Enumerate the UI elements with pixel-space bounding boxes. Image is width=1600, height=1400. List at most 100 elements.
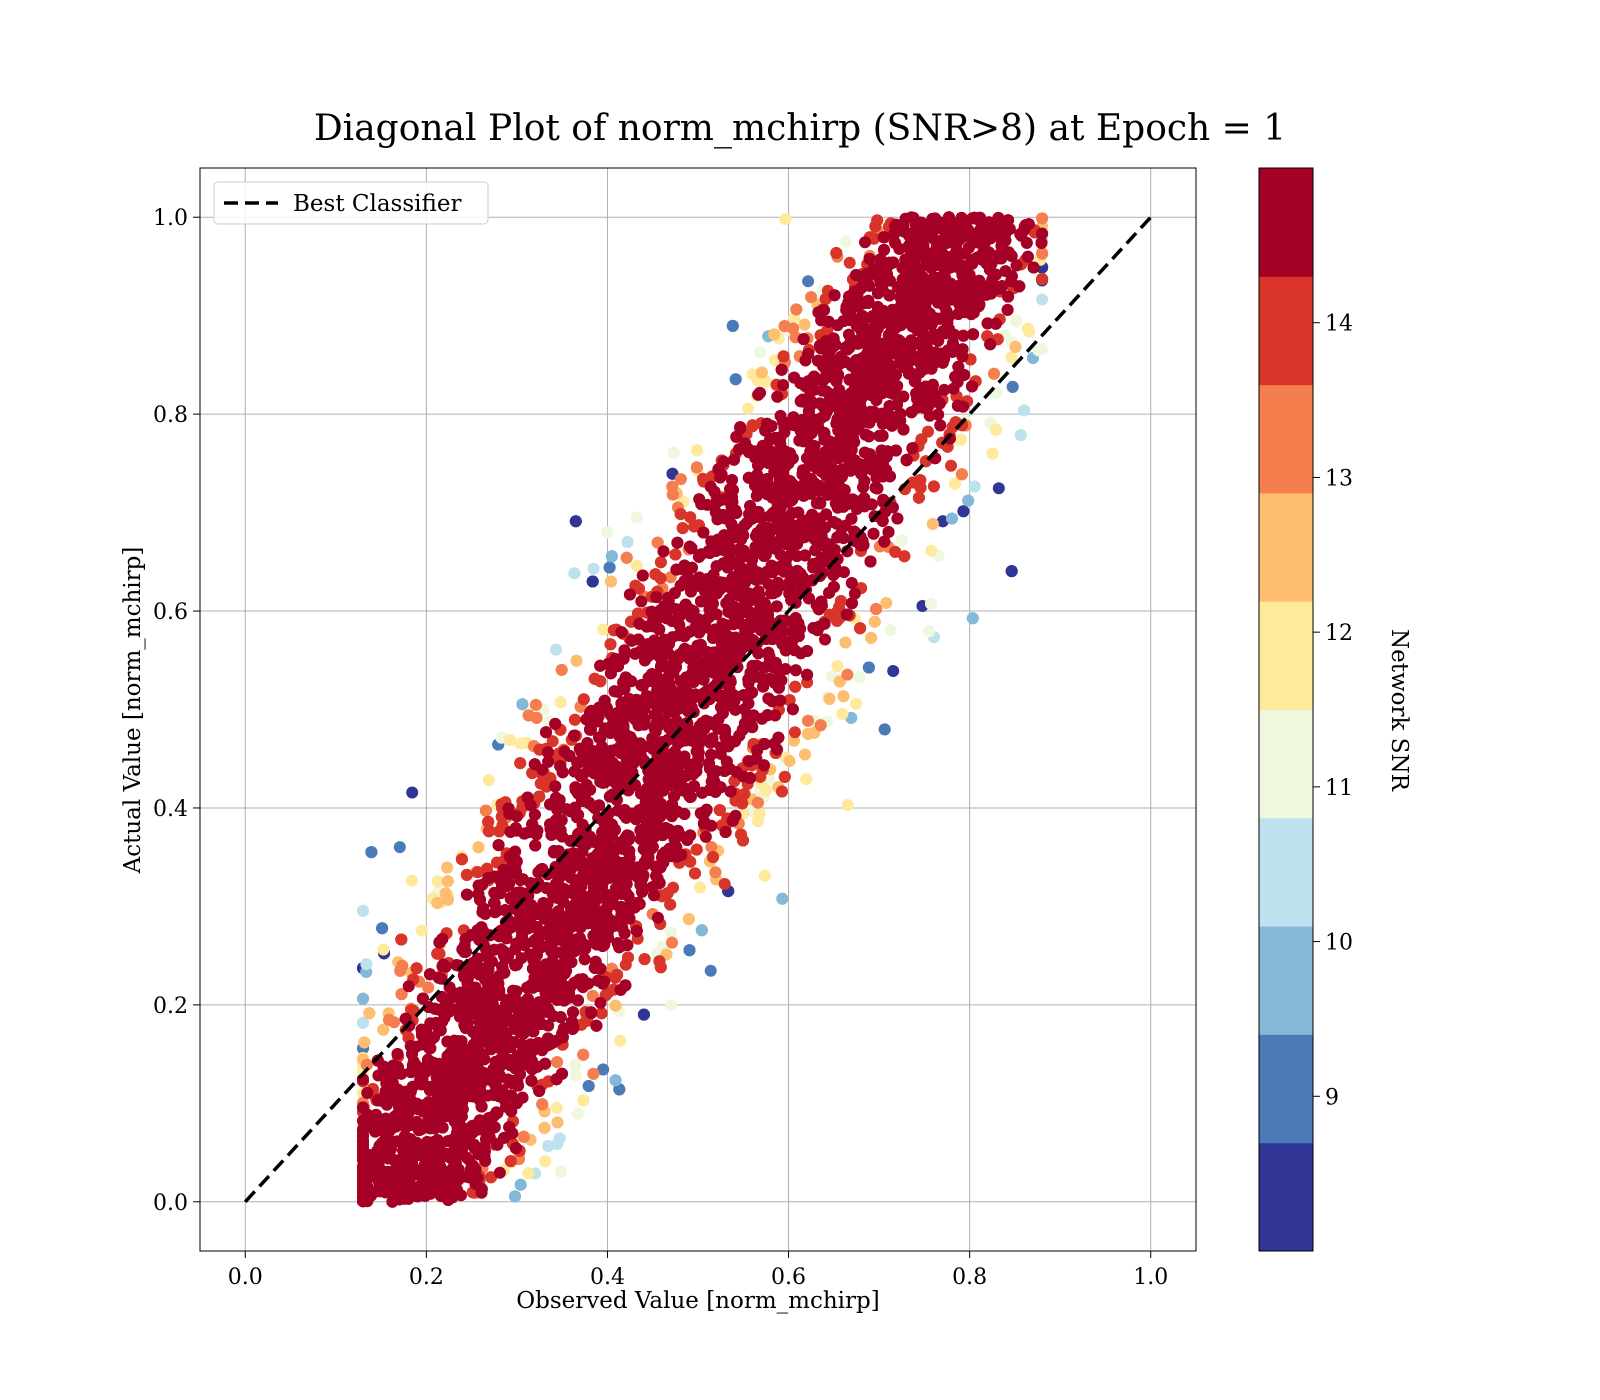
scatter-point <box>854 622 867 635</box>
scatter-point <box>502 802 515 815</box>
scatter-point <box>630 511 643 524</box>
scatter-points <box>357 211 1049 1208</box>
scatter-point <box>570 654 583 667</box>
scatter-point <box>790 303 803 316</box>
scatter-point <box>569 1059 582 1072</box>
scatter-point <box>882 526 895 538</box>
scatter-point <box>587 1067 600 1080</box>
scatter-point <box>1027 261 1040 274</box>
scatter-point <box>533 790 546 803</box>
scatter-point <box>669 548 682 561</box>
scatter-point <box>485 1171 497 1184</box>
scatter-point <box>357 992 369 1005</box>
scatter-point <box>845 597 858 610</box>
scatter-point <box>789 664 802 677</box>
scatter-point <box>704 964 717 977</box>
scatter-point <box>614 1034 627 1047</box>
scatter-point <box>666 480 679 493</box>
scatter-point <box>690 444 703 457</box>
scatter-point <box>568 713 581 726</box>
scatter-point <box>482 815 495 828</box>
scatter-point <box>577 693 590 706</box>
scatter-point <box>522 709 535 722</box>
scatter-point <box>654 572 667 585</box>
scatter-point <box>738 787 751 800</box>
scatter-point <box>516 698 529 711</box>
scatter-point <box>889 545 902 558</box>
scatter-point <box>654 556 667 569</box>
scatter-point <box>728 453 740 466</box>
chart-title: Diagonal Plot of norm_mchirp (SNR>8) at … <box>314 108 1286 149</box>
scatter-point <box>632 582 645 595</box>
scatter-point <box>394 964 407 977</box>
scatter-point <box>895 534 908 547</box>
scatter-point <box>619 958 632 971</box>
scatter-point <box>674 508 687 520</box>
scatter-point <box>776 415 789 428</box>
scatter-point <box>877 231 890 244</box>
scatter-point <box>406 786 419 799</box>
scatter-point <box>665 999 677 1012</box>
scatter-point <box>802 714 814 727</box>
scatter-point <box>461 888 473 901</box>
scatter-point <box>927 480 940 493</box>
scatter-point <box>1036 212 1049 225</box>
scatter-point <box>802 275 815 288</box>
scatter-point <box>623 588 636 601</box>
scatter-point <box>925 544 938 557</box>
scatter-point <box>538 1121 551 1134</box>
scatter-point <box>843 256 856 269</box>
scatter-point <box>880 597 893 609</box>
scatter-point <box>1032 344 1045 357</box>
scatter-point <box>613 1083 626 1096</box>
scatter-point <box>542 1140 555 1152</box>
scatter-point <box>724 785 737 798</box>
scatter-point <box>569 515 582 528</box>
scatter-point <box>754 770 767 783</box>
scatter-point <box>914 481 927 494</box>
scatter-point <box>539 1155 552 1168</box>
scatter-point <box>862 661 875 674</box>
scatter-point <box>376 922 389 935</box>
scatter-point <box>841 668 854 681</box>
scatter-point <box>439 887 452 900</box>
scatter-point <box>758 869 771 882</box>
scatter-point <box>555 663 568 676</box>
scatter-point <box>799 748 811 761</box>
scatter-point <box>966 612 979 625</box>
scatter-point <box>839 636 852 649</box>
scatter-point <box>496 819 509 832</box>
scatter-point <box>363 1007 376 1020</box>
scatter-point <box>433 947 446 960</box>
scatter-point <box>778 770 791 783</box>
scatter-point <box>664 898 677 911</box>
scatter-point <box>551 1116 564 1129</box>
scatter-point <box>771 390 784 403</box>
scatter-point <box>853 671 866 684</box>
scatter-point <box>674 473 687 486</box>
scatter-point <box>483 824 496 837</box>
scatter-point <box>957 505 970 518</box>
scatter-point <box>1036 293 1049 306</box>
scatter-point <box>884 624 897 636</box>
scatter-point <box>922 425 934 438</box>
scatter-point <box>358 1036 371 1049</box>
scatter-point <box>365 846 378 859</box>
scatter-point <box>630 559 643 572</box>
scatter-point <box>1005 351 1018 364</box>
scatter-point <box>605 550 618 563</box>
scatter-point <box>405 874 418 887</box>
scatter-point <box>621 536 634 548</box>
scatter-point <box>609 999 622 1012</box>
scatter-point <box>938 383 951 396</box>
scatter-point <box>666 936 678 949</box>
scatter-point <box>841 799 854 811</box>
scatter-point <box>431 896 444 909</box>
scatter-point <box>870 603 883 615</box>
scatter-point <box>620 551 633 564</box>
scatter-point <box>777 350 790 363</box>
scatter-point <box>1023 325 1036 338</box>
scatter-point <box>571 1107 584 1120</box>
scatter-point <box>422 981 435 994</box>
scatter-point <box>737 834 749 847</box>
